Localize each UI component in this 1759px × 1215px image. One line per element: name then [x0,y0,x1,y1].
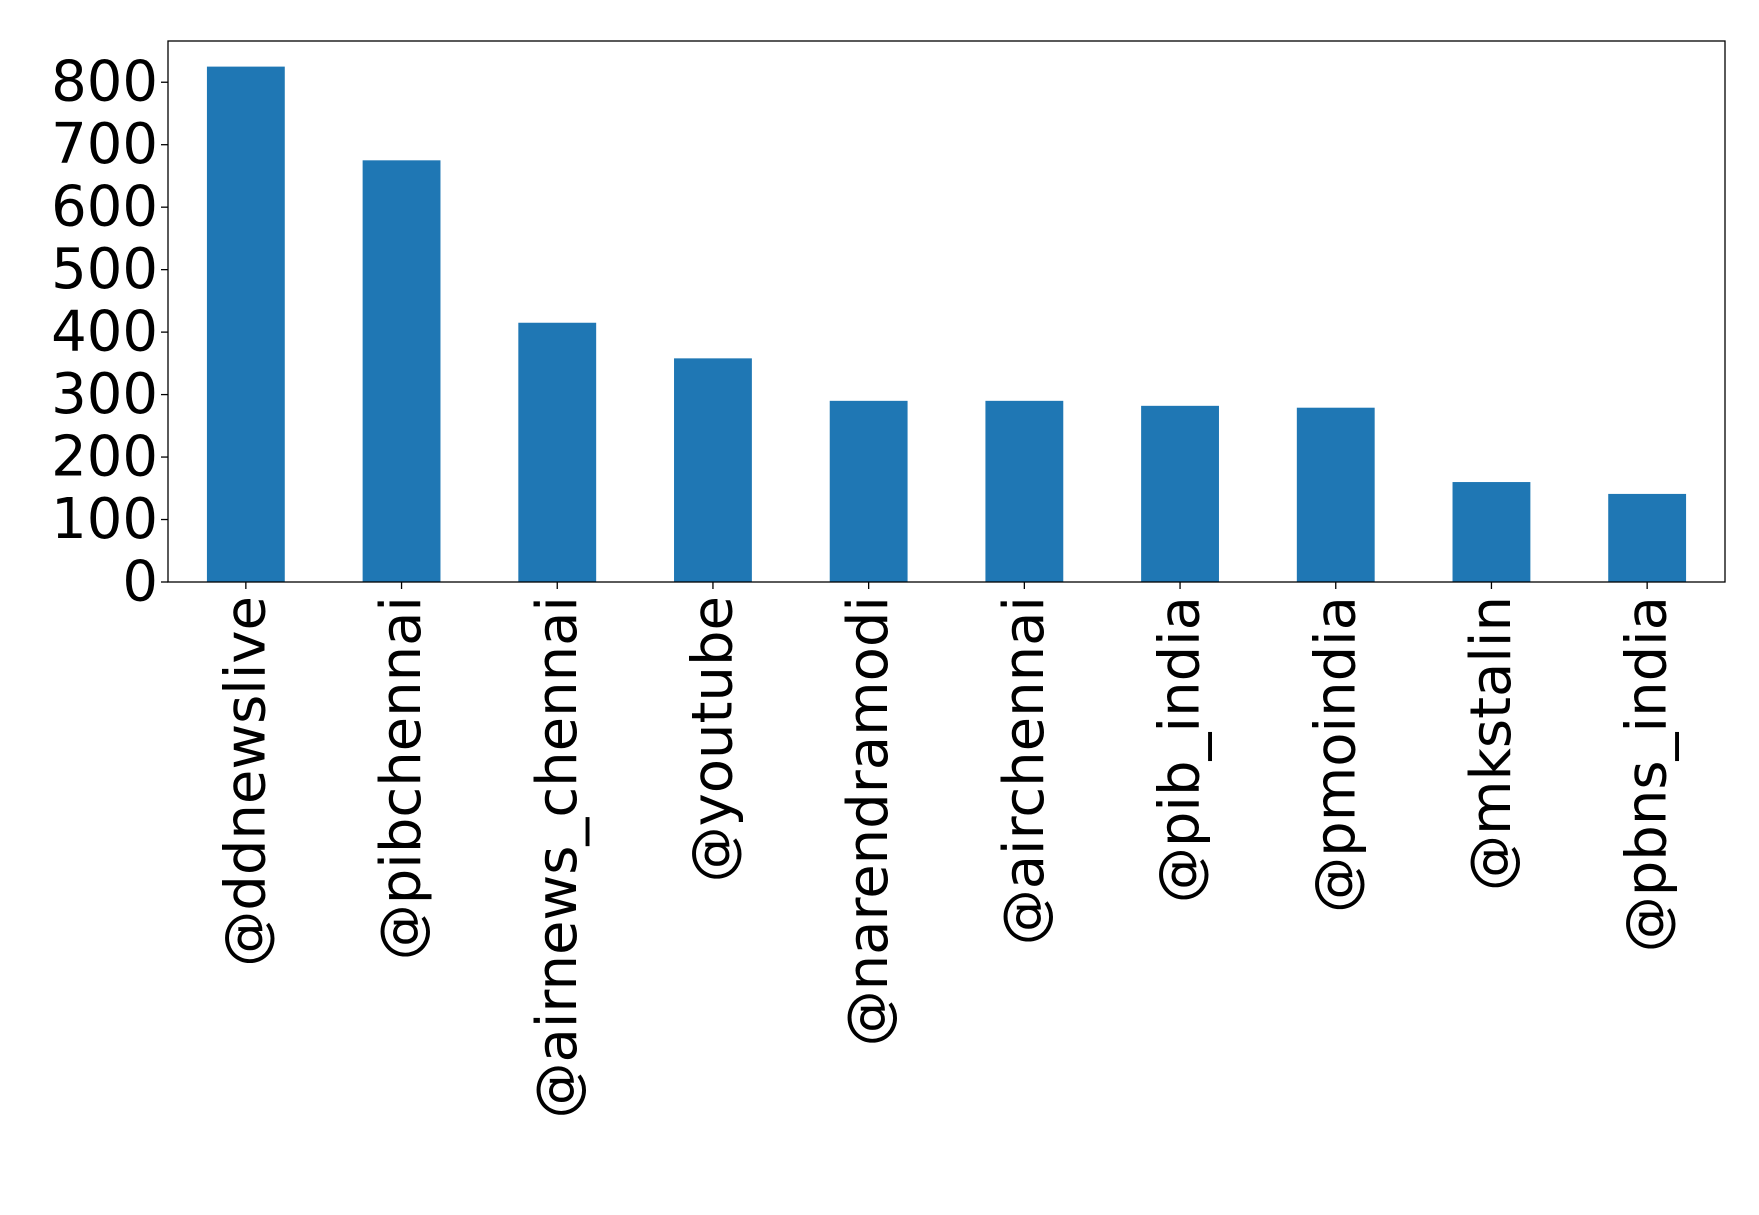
bar-airchennai [985,400,1064,582]
bar-pbns-india [1608,493,1687,582]
x-tick-label-narendramodi: @narendramodi [836,596,901,1046]
x-tick-label-airnews-chennai: @airnews_chennai [525,596,590,1118]
x-tick-label-pmoindia: @pmoindia [1303,596,1368,913]
x-axis: @ddnewslive @pibchennai @airnews_chennai @y… [213,582,1680,1118]
bar-pibchennai [362,160,441,582]
x-tick-label-airchennai: @airchennai [992,596,1057,945]
bar-ddnewslive [206,66,285,583]
y-tick-label: 700 [51,112,158,177]
y-tick-label: 800 [51,50,158,115]
bars-group [206,66,1687,583]
y-tick-label: 300 [51,362,158,427]
y-tick-label: 400 [51,300,158,365]
plot-frame [167,40,1726,583]
bar-pmoindia [1296,407,1375,582]
bar-airnews-chennai [518,322,597,582]
y-tick-label: 600 [51,175,158,240]
x-tick-label-youtube: @youtube [680,596,745,882]
x-tick-label-pib-india: @pib_india [1148,596,1213,903]
bar-mkstalin [1452,482,1531,582]
bar-pib-india [1141,405,1219,582]
y-tick-label: 500 [51,237,158,302]
x-tick-label-ddnewslive: @ddnewslive [213,596,278,967]
y-tick-label: 0 [122,550,158,615]
x-tick-label-pibchennai: @pibchennai [369,596,434,960]
y-tick-label: 200 [51,425,158,490]
y-tick-label: 100 [51,487,158,552]
bar-youtube [674,358,752,582]
x-tick-label-pbns-india: @pbns_india [1615,596,1680,952]
bar-narendramodi [829,400,908,582]
x-tick-label-mkstalin: @mkstalin [1459,596,1524,891]
